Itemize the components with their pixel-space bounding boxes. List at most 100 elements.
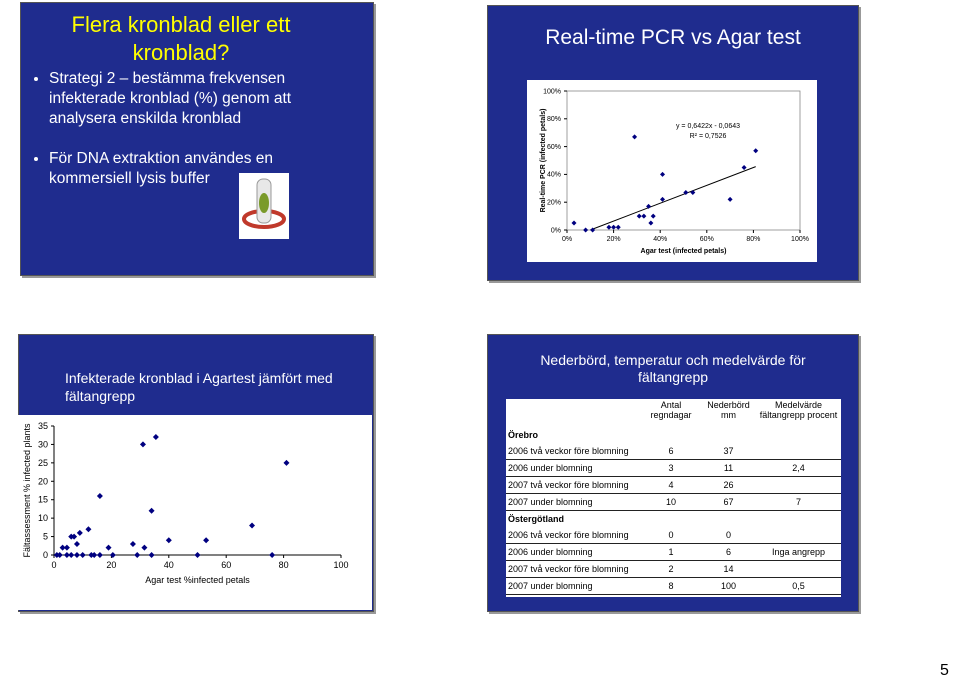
table-panel: Antal regndagar Nederbörd mm Medelvärde fä… <box>506 399 841 597</box>
annotation: y = 0,6422x - 0,0643 <box>676 123 740 130</box>
point <box>76 529 83 536</box>
table-cell: 7 <box>756 493 841 511</box>
point <box>148 507 155 514</box>
y-tick-label: 15 <box>38 495 48 505</box>
x-tick-label: 100% <box>791 236 809 243</box>
point <box>129 540 136 547</box>
table-cell: 14 <box>701 560 756 578</box>
table-cell: 3 <box>641 459 701 477</box>
header-cell: Medelvärde fältangrepp procent <box>759 400 838 420</box>
table-cell: 2006 under blomning <box>506 459 641 477</box>
point <box>683 189 689 195</box>
point <box>148 552 155 558</box>
y-tick-label: 0% <box>551 227 561 234</box>
table-cell <box>756 443 841 460</box>
slide-title: Infekterade kronblad i Agartest jämfört … <box>65 370 333 404</box>
section-row: Örebro <box>506 427 841 443</box>
table-row: 2006 två veckor före blomning 6 37 <box>506 443 841 460</box>
point <box>615 224 621 230</box>
icon-leaf <box>259 193 269 213</box>
table-cell: 2006 under blomning <box>506 543 641 561</box>
slide-title: Flera kronblad eller ett kronblad? <box>71 12 291 65</box>
point <box>134 552 141 558</box>
point <box>71 533 78 540</box>
point <box>690 189 696 195</box>
point <box>753 148 759 154</box>
point <box>648 220 654 226</box>
x-tick-label: 20 <box>106 560 116 570</box>
table-cell: 2006 två veckor före blomning <box>506 527 641 544</box>
table-cell: 26 <box>701 476 756 494</box>
x-tick-label: 40 <box>164 560 174 570</box>
table-cell: 11 <box>701 459 756 477</box>
table-cell: 2007 två veckor före blomning <box>506 476 641 494</box>
trendline <box>590 166 756 231</box>
point <box>611 224 617 230</box>
bullet: För DNA extraktion användes en kommersie… <box>49 149 309 189</box>
x-tick-label: 80 <box>279 560 289 570</box>
point <box>63 552 70 558</box>
point <box>63 544 70 551</box>
point <box>590 227 596 233</box>
table-cell: 10 <box>641 493 701 511</box>
bullets: Strategi 2 – bestämma frekvensen infekte… <box>29 69 309 189</box>
slide: Flera kronblad eller ett kronblad? Strat… <box>20 2 374 276</box>
slide-title: Real-time PCR vs Agar test <box>545 26 801 49</box>
header-cell: Nederbörd mm <box>707 400 750 420</box>
table-cell: 0,5 <box>756 577 841 595</box>
table-row: 2006 två veckor före blomning 0 0 <box>506 527 841 544</box>
table-row: 2007 under blomning 8 100 0,5 <box>506 577 841 595</box>
point <box>73 540 80 547</box>
table-cell: 37 <box>701 443 756 460</box>
point <box>56 552 63 558</box>
table-cell: 2 <box>641 560 701 578</box>
point <box>641 213 647 219</box>
point <box>141 544 148 551</box>
table-row: 2007 två veckor före blomning 2 14 <box>506 560 841 578</box>
table-cell: 100 <box>701 577 756 595</box>
section-row: Östergötland <box>506 511 841 528</box>
table-cell <box>756 476 841 494</box>
y-tick-label: 100% <box>543 88 561 95</box>
table-cell: 67 <box>701 493 756 511</box>
table-cell: 2,4 <box>756 459 841 477</box>
table-cell: 6 <box>701 543 756 561</box>
y-axis-label: Real-time PCR (infected petals) <box>540 109 547 213</box>
annotation: R² = 0,7526 <box>690 133 727 140</box>
y-tick-label: 25 <box>38 458 48 468</box>
x-tick-label: 0 <box>51 560 56 570</box>
point <box>96 493 103 500</box>
y-tick-label: 0 <box>43 550 48 560</box>
point <box>727 196 733 202</box>
point <box>283 459 290 466</box>
x-tick-label: 80% <box>746 236 760 243</box>
slide-title: Nederbörd, temperatur och medelvärde för… <box>540 352 806 385</box>
table-cell: 2006 två veckor före blomning <box>506 443 641 460</box>
point <box>203 537 210 544</box>
plot-frame <box>566 90 801 231</box>
chart-bg <box>527 80 817 262</box>
chart-bg <box>18 415 372 610</box>
point <box>249 522 256 529</box>
table-cell <box>756 527 841 544</box>
x-tick-label: 40% <box>653 236 667 243</box>
point <box>109 552 116 558</box>
x-axis-label: Agar test %infected petals <box>145 575 250 585</box>
table-row: 2007 under blomning 10 67 7 <box>506 493 841 511</box>
table-cell: 2007 under blomning <box>506 577 641 595</box>
table-cell: 4 <box>641 476 701 494</box>
section-name: Östergötland <box>508 514 565 524</box>
point <box>73 552 80 558</box>
section-name: Örebro <box>508 430 539 440</box>
point <box>68 552 75 558</box>
point <box>660 171 666 177</box>
table-cell <box>756 560 841 578</box>
y-tick-label: 10 <box>38 513 48 523</box>
slide: Nederbörd, temperatur och medelvärde för… <box>487 334 859 612</box>
point <box>59 544 66 551</box>
y-tick-label: 5 <box>43 532 48 542</box>
y-tick-label: 20 <box>38 476 48 486</box>
table-cell: 1 <box>641 543 701 561</box>
